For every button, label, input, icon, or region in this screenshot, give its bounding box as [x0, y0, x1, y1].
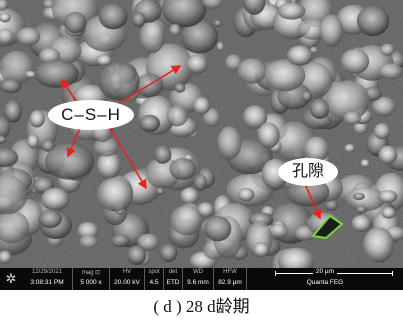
- hv-value: 20.00 kV: [114, 279, 140, 286]
- spot-cell: spot 4.5: [145, 268, 163, 290]
- divider: [163, 268, 164, 290]
- pore-outline: [311, 214, 344, 240]
- mag-value: 5 000 x: [80, 279, 102, 286]
- wd-header: WD: [193, 269, 203, 275]
- time-value: 3:08:31 PM: [30, 279, 64, 286]
- arrow-to-pore: [304, 183, 322, 220]
- hfw-value: 82.9 µm: [218, 279, 242, 286]
- wd-cell: WD 9.6 mm: [183, 268, 213, 290]
- scale-value: 20 µm: [312, 268, 338, 275]
- mag-cell: mag ⊡ 5 000 x: [73, 268, 109, 290]
- arrow-to-top-right: [117, 65, 182, 105]
- figure-caption: ( d ) 28 d龄期: [153, 297, 250, 316]
- hfw-cell: HFW 82.9 µm: [214, 268, 246, 290]
- wd-value: 9.6 mm: [187, 279, 209, 286]
- divider: [182, 268, 183, 290]
- spot-header: spot: [148, 269, 160, 275]
- scale-bar-cell: 20 µm Quanta FEG: [247, 268, 403, 290]
- arrow-to-bottom-left: [66, 127, 81, 158]
- divider: [72, 268, 73, 290]
- hfw-header: HFW: [223, 269, 237, 275]
- det-cell: det ETD: [164, 268, 182, 290]
- spot-value: 4.5: [149, 279, 159, 286]
- fei-logo-icon: ✲: [5, 271, 17, 286]
- arrow-to-bottom-right: [109, 127, 147, 190]
- csh-label: C–S–H: [48, 100, 134, 130]
- det-header: det: [168, 269, 178, 275]
- hv-cell: HV 20.00 kV: [110, 268, 144, 290]
- sem-info-bar: ✲ 12/29/2021 3:08:31 PM mag ⊡ 5 000 x HV…: [0, 268, 403, 290]
- instrument-name: Quanta FEG: [306, 279, 344, 286]
- date-time-cell: 12/29/2021 3:08:31 PM: [22, 268, 72, 290]
- date-value: 12/29/2021: [31, 269, 63, 275]
- det-value: ETD: [166, 279, 180, 286]
- mag-header: mag ⊡: [81, 270, 101, 276]
- hv-header: HV: [122, 269, 132, 275]
- pore-label: 孔隙: [278, 158, 338, 186]
- csh-arrows: [61, 65, 322, 220]
- sem-micrograph-frame: C–S–H 孔隙 ✲ 12/29/2021 3:08:31 PM mag ⊡ 5…: [0, 0, 403, 290]
- divider: [246, 268, 247, 290]
- divider: [213, 268, 214, 290]
- divider: [109, 268, 110, 290]
- divider: [144, 268, 145, 290]
- sem-micrograph-image: [0, 0, 403, 268]
